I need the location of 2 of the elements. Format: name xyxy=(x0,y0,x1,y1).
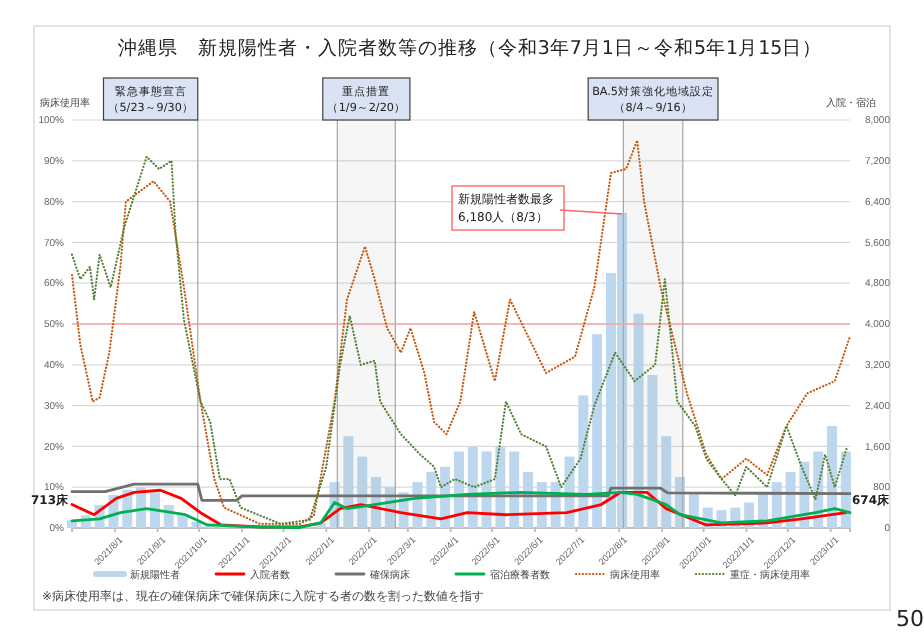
chart-title: 沖縄県 新規陽性者・入院者数等の推移（令和3年7月1日～令和5年1月15日） xyxy=(117,36,823,60)
text: 50 xyxy=(896,606,924,632)
